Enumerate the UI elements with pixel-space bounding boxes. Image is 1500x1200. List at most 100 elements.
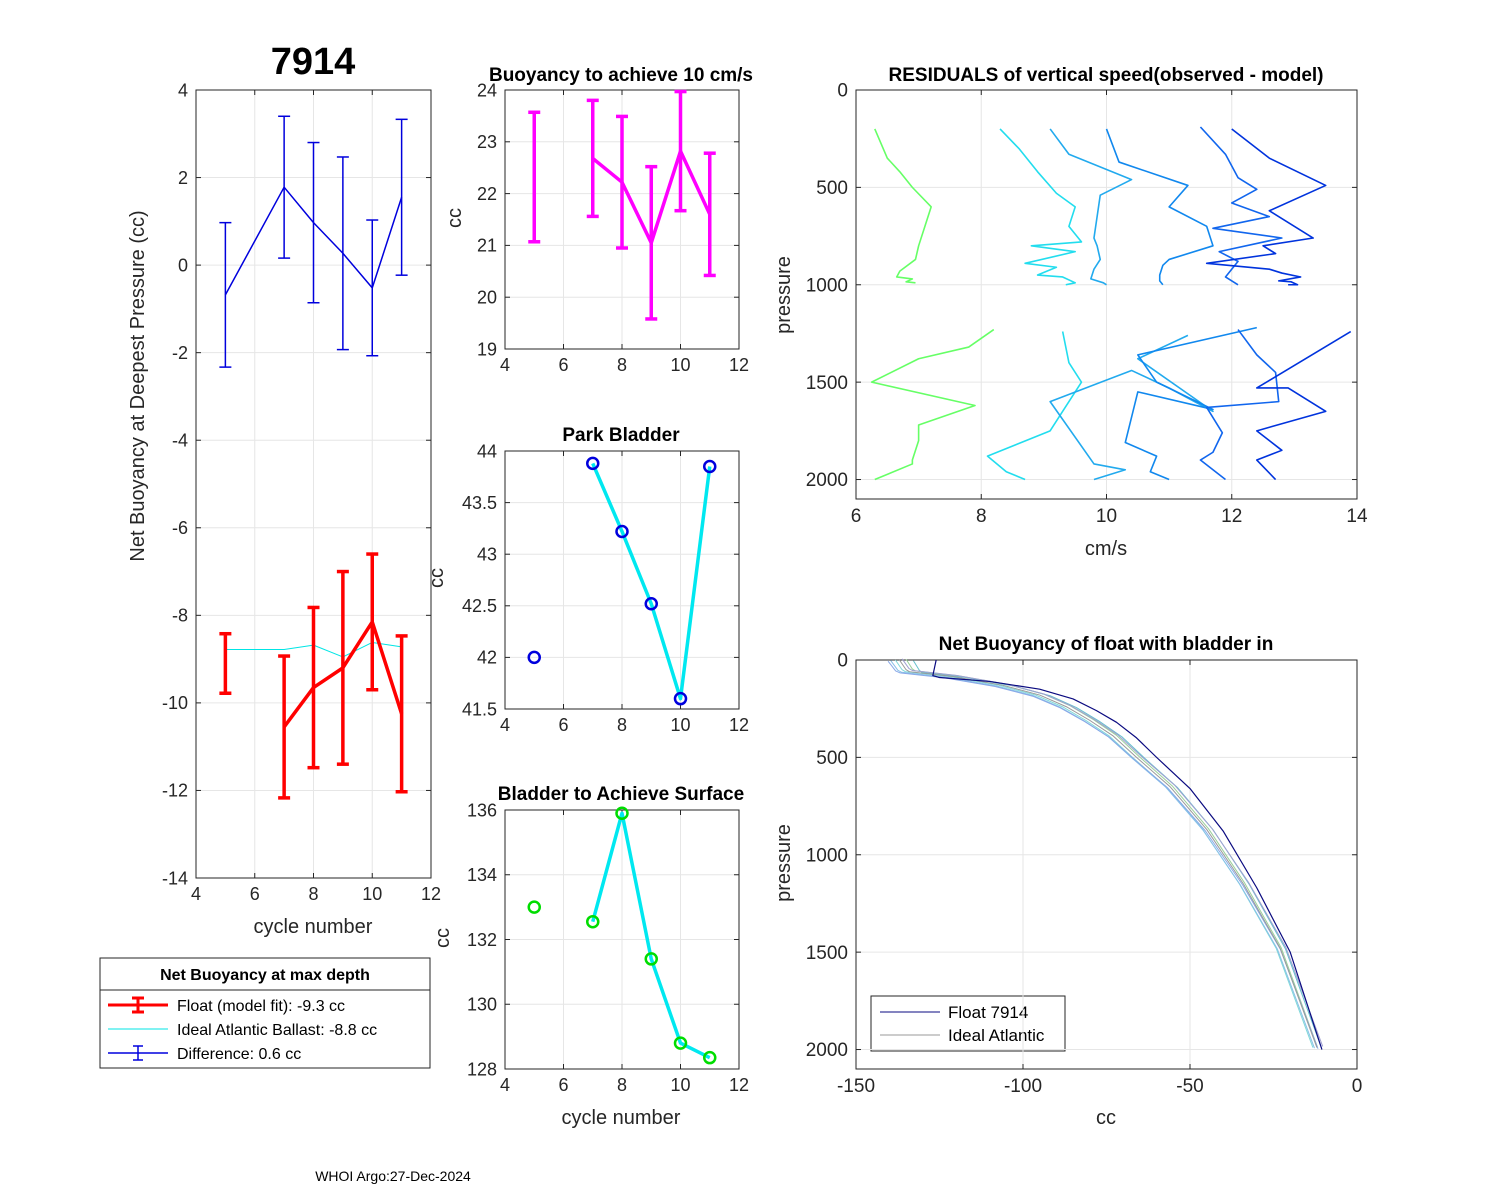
netbuoy-xtick-label: 0 bbox=[1352, 1076, 1363, 1097]
park-xtick-label: 6 bbox=[558, 715, 568, 735]
surface-bladder-marker bbox=[703, 1050, 717, 1065]
netbuoy-title: Net Buoyancy of float with bladder in bbox=[939, 634, 1274, 655]
residual-profile-c10-upper bbox=[1199, 126, 1283, 286]
residual-profile-c5-lower bbox=[870, 328, 995, 481]
residuals-xtick-label: 6 bbox=[851, 506, 862, 527]
main-ylabel: Net Buoyancy at Deepest Pressure (cc) bbox=[127, 210, 149, 561]
residuals-ytick-label: 1500 bbox=[806, 373, 848, 394]
surface-bladder-marker bbox=[527, 900, 541, 914]
residuals-xlabel: cm/s bbox=[1085, 538, 1127, 560]
main-xtick-label: 6 bbox=[250, 884, 260, 904]
surface-bladder-line bbox=[591, 811, 711, 1060]
surface-ytick-label: 130 bbox=[467, 995, 497, 1015]
netbuoy-frame bbox=[855, 659, 1358, 1070]
ideal-profile-variant bbox=[894, 659, 1314, 1048]
residuals-xtick-label: 12 bbox=[1221, 506, 1242, 527]
main-legend: Net Buoyancy at max depth Float (model f… bbox=[99, 957, 431, 1069]
main-ytick-label: -2 bbox=[172, 343, 188, 363]
buoyancy-ytick-label: 19 bbox=[477, 339, 497, 359]
main-ytick-label: -8 bbox=[172, 606, 188, 626]
buoyancy-ytick-label: 24 bbox=[477, 80, 497, 100]
buoyancy-xtick-label: 4 bbox=[500, 355, 510, 375]
residual-profile-c11-lower bbox=[1256, 330, 1352, 481]
park-xtick-label: 8 bbox=[617, 715, 627, 735]
ideal-profile-variant bbox=[887, 660, 1319, 1049]
buoyancy-ytick-label: 21 bbox=[477, 236, 497, 256]
residuals-ytick-label: 500 bbox=[816, 178, 848, 199]
surface-ytick-label: 128 bbox=[467, 1059, 497, 1079]
legend-ideal-label: Ideal Atlantic Ballast: -8.8 cc bbox=[177, 1022, 377, 1039]
park-ytick-label: 41.5 bbox=[462, 699, 497, 719]
park-axes: 4 6 8 10 12 41.5 42 42.5 43 43.5 44 bbox=[462, 441, 749, 735]
residuals-ytick-label: 1000 bbox=[806, 275, 848, 296]
surface-xtick-label: 4 bbox=[500, 1075, 510, 1095]
main-axes: 4 6 8 10 12 -14 -12 -10 -8 -6 -4 -2 0 2 4 bbox=[162, 80, 441, 904]
netbuoy-legend: Float 7914 Ideal Atlantic bbox=[870, 995, 1066, 1052]
main-xtick-label: 8 bbox=[308, 884, 318, 904]
buoyancy-xtick-label: 8 bbox=[617, 355, 627, 375]
residuals-ytick-label: 2000 bbox=[806, 470, 848, 491]
park-title: Park Bladder bbox=[562, 425, 680, 446]
residual-profile-c10-lower bbox=[1199, 329, 1280, 481]
netbuoy-legend-box bbox=[870, 995, 1066, 1052]
main-ytick-label: -14 bbox=[162, 868, 188, 888]
ideal-ballast-line bbox=[225, 641, 402, 658]
netbuoy-ytick-label: 2000 bbox=[806, 1040, 848, 1061]
legend-float-label: Float (model fit): -9.3 cc bbox=[177, 998, 345, 1015]
residual-profile-c7-upper bbox=[999, 128, 1083, 286]
residual-profile-c7-lower bbox=[986, 331, 1083, 481]
residuals-ylabel: pressure bbox=[773, 256, 795, 334]
buoyancy-xtick-label: 10 bbox=[670, 355, 690, 375]
park-bladder-marker bbox=[673, 691, 688, 706]
netbuoy-legend-float-label: Float 7914 bbox=[948, 1003, 1028, 1022]
netbuoy-ytick-label: 500 bbox=[816, 748, 848, 769]
surface-xtick-label: 10 bbox=[670, 1075, 690, 1095]
park-ylabel: cc bbox=[426, 568, 448, 588]
surface-title: Bladder to Achieve Surface bbox=[498, 784, 744, 805]
park-bladder-marker bbox=[703, 459, 717, 474]
surface-bladder-marker bbox=[586, 914, 600, 929]
residuals-xtick-label: 10 bbox=[1096, 506, 1117, 527]
main-ytick-label: 4 bbox=[178, 80, 188, 100]
difference-line bbox=[224, 186, 403, 296]
residual-profile-c9-lower bbox=[1124, 326, 1257, 481]
residual-profile-c11-upper bbox=[1205, 128, 1327, 286]
netbuoy-xtick-label: -100 bbox=[1004, 1076, 1042, 1097]
surface-ytick-label: 132 bbox=[467, 930, 497, 950]
park-ytick-label: 43 bbox=[477, 545, 497, 565]
buoyancy-axes: 4 6 8 10 12 19 20 21 22 23 24 bbox=[477, 80, 749, 375]
netbuoy-ytick-label: 1000 bbox=[806, 845, 848, 866]
main-ytick-label: -4 bbox=[172, 431, 188, 451]
surface-axes: 4 6 8 10 12 128 130 132 134 136 bbox=[467, 800, 749, 1095]
legend-diff-marker bbox=[108, 1045, 168, 1061]
residual-profile-c8-lower bbox=[1049, 334, 1214, 481]
park-bladder-line bbox=[591, 462, 712, 701]
netbuoy-legend-ideal-label: Ideal Atlantic bbox=[948, 1026, 1045, 1045]
main-ytick-label: -6 bbox=[172, 518, 188, 538]
surface-ytick-label: 136 bbox=[467, 800, 497, 820]
residual-profile-c8-upper bbox=[1049, 128, 1133, 286]
main-ytick-label: -12 bbox=[162, 781, 188, 801]
park-bladder-marker bbox=[586, 456, 600, 471]
surface-xtick-label: 6 bbox=[558, 1075, 568, 1095]
surface-xlabel: cycle number bbox=[562, 1107, 681, 1129]
buoyancy-ytick-label: 20 bbox=[477, 288, 497, 308]
park-ytick-label: 44 bbox=[477, 441, 497, 461]
netbuoy-xtick-label: -50 bbox=[1176, 1076, 1203, 1097]
buoyancy-ytick-label: 22 bbox=[477, 184, 497, 204]
buoyancy-ytick-label: 23 bbox=[477, 132, 497, 152]
netbuoy-axes: -150 -100 -50 0 0 500 1000 1500 2000 bbox=[806, 651, 1363, 1097]
netbuoy-ytick-label: 0 bbox=[837, 651, 848, 672]
park-xtick-label: 12 bbox=[729, 715, 749, 735]
ideal-profile-variant bbox=[901, 658, 1324, 1047]
residuals-xtick-label: 8 bbox=[976, 506, 987, 527]
surface-ylabel: cc bbox=[432, 928, 454, 948]
surface-bladder-marker bbox=[673, 1036, 688, 1050]
ideal-profile-variant bbox=[905, 658, 1318, 1047]
buoyancy-xtick-label: 12 bbox=[729, 355, 749, 375]
park-bladder-marker bbox=[644, 596, 658, 611]
park-bladder-marker bbox=[615, 524, 629, 539]
park-xtick-label: 10 bbox=[670, 715, 690, 735]
park-xtick-label: 4 bbox=[500, 715, 510, 735]
